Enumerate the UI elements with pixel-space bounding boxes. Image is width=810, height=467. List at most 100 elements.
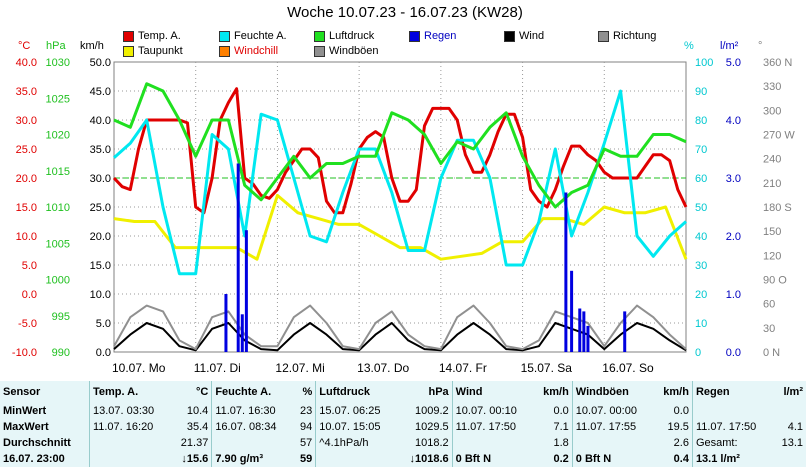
- direction-tick-label: 240: [763, 154, 781, 166]
- legend-label: Wind: [519, 30, 545, 42]
- wind-tick-label: 10.0: [90, 289, 111, 301]
- legend-label: Windchill: [234, 45, 279, 57]
- direction-tick-label: 270 W: [763, 130, 795, 142]
- rain-tick-label: 5.0: [726, 57, 741, 69]
- wind-tick-label: 25.0: [90, 202, 111, 214]
- stats-cell-info: ^4.1hPa/h: [315, 435, 398, 451]
- stats-cell-value: ↓1018.6: [409, 453, 449, 465]
- humidity-tick-label: 60: [695, 173, 707, 185]
- rain-bar: [244, 230, 248, 352]
- stats-cell-info: 11.07. 17:55: [571, 419, 654, 435]
- temp-tick-label: 0.0: [22, 289, 37, 301]
- legend-swatch: [219, 45, 230, 57]
- stats-cell-info: 7.90 g/m³: [211, 451, 294, 467]
- weather-chart: 40.0 35.0 30.0 25.0 20.0 15.0 10.0 5.0 0.0 -5.0 -1…: [12, 57, 795, 375]
- humidity-tick-label: 70: [695, 144, 707, 156]
- pressure-tick-label: 1000: [46, 275, 70, 287]
- axis-unit-temp: °C: [18, 40, 31, 52]
- humidity-tick-label: 30: [695, 260, 707, 272]
- series-line-luftdruck: [113, 82, 687, 209]
- humidity-tick-label: 90: [695, 86, 707, 98]
- wind-tick-label: 35.0: [90, 144, 111, 156]
- direction-tick-label: 180 S: [763, 202, 792, 214]
- pressure-tick-label: 1010: [46, 202, 70, 214]
- direction-tick-label: 90 O: [763, 275, 787, 287]
- legend-label: Feuchte A.: [234, 30, 287, 42]
- pressure-tick-label: 1025: [46, 93, 70, 105]
- rain-bar: [582, 311, 586, 352]
- x-tick-label: 16.07. So: [602, 361, 654, 375]
- rain-bar: [564, 192, 568, 352]
- stats-cell-value: 0.0: [553, 405, 569, 417]
- axis-unit-wind: km/h: [80, 40, 104, 52]
- stats-cell-info: 16.07. 08:34: [211, 419, 294, 435]
- stats-header-rain-unit: l/m²: [783, 386, 803, 398]
- x-tick-label: 11.07. Di: [194, 361, 241, 375]
- humidity-tick-label: 40: [695, 231, 707, 243]
- stats-cell-info: 0 Bft N: [451, 451, 534, 467]
- stats-cell-info: 10.07. 00:10: [451, 403, 534, 419]
- stats-header-row: Sensor Temp. A. °C Feuchte A. % Luftdruc…: [0, 381, 806, 403]
- stats-cell-info: 10.07. 00:00: [571, 403, 654, 419]
- legend-label: Luftdruck: [329, 30, 375, 42]
- stats-cell-value: ↓15.6: [181, 453, 209, 465]
- series-line-wind: [113, 322, 687, 352]
- stats-cell-info: [571, 435, 654, 451]
- stats-header-gust-unit: km/h: [663, 386, 689, 398]
- axis-unit-rain: l/m²: [720, 40, 739, 52]
- stats-cell-info: 13.07. 03:30: [88, 403, 171, 419]
- temp-tick-label: -10.0: [12, 347, 37, 359]
- temp-tick-label: 20.0: [16, 173, 37, 185]
- stats-header-humidity-unit: %: [302, 386, 313, 398]
- legend-swatch: [598, 30, 609, 42]
- x-tick-label: 14.07. Fr: [439, 361, 487, 375]
- stats-header-rain: Regen: [691, 381, 773, 403]
- stats-cell-info: 15.07. 06:25: [315, 403, 398, 419]
- wind-tick-label: 5.0: [96, 318, 111, 330]
- direction-tick-label: 150: [763, 226, 781, 238]
- legend-label: Temp. A.: [138, 30, 181, 42]
- legend-item: Temp. A.: [123, 30, 181, 42]
- stats-header-temp-unit: °C: [195, 386, 209, 398]
- legend-swatch: [314, 45, 325, 57]
- legend-label: Richtung: [613, 30, 657, 42]
- rain-bar: [236, 163, 240, 352]
- wind-tick-label: 0.0: [96, 347, 111, 359]
- legend-item: Windböen: [314, 45, 379, 57]
- stats-cell-value: 4.1: [787, 421, 803, 433]
- x-tick-label: 12.07. Mi: [275, 361, 324, 375]
- rain-bar: [578, 308, 582, 352]
- direction-tick-label: 210: [763, 178, 781, 190]
- stats-cell-info: [211, 435, 294, 451]
- axis-unit-pressure: hPa: [46, 40, 66, 52]
- stats-row-label: 16.07. 23:00: [3, 453, 65, 465]
- legend-item: Luftdruck: [314, 30, 374, 42]
- legend-item: Regen: [409, 30, 456, 42]
- rain-bar: [623, 311, 627, 352]
- stats-row-label: Durchschnitt: [3, 437, 71, 449]
- stats-cell-value: 0.0: [673, 405, 689, 417]
- stats-row-label: MaxWert: [3, 421, 49, 433]
- stats-cell-info: 11.07. 17:50: [451, 419, 534, 435]
- rain-bar: [586, 325, 590, 352]
- stats-cell-info: 13.1 l/m²: [691, 451, 773, 467]
- legend-item: Feuchte A.: [219, 30, 287, 42]
- direction-tick-label: 360 N: [763, 57, 792, 69]
- direction-tick-label: 330: [763, 81, 781, 93]
- direction-tick-label: 0 N: [763, 347, 780, 359]
- legend-item: Wind: [504, 30, 544, 42]
- pressure-tick-label: 995: [52, 311, 70, 323]
- stats-cell-info: Gesamt:: [691, 435, 773, 451]
- axis-unit-humidity: %: [684, 40, 694, 52]
- legend-item: Richtung: [598, 30, 656, 42]
- stats-cell-info: 11.07. 16:30: [211, 403, 294, 419]
- pressure-tick-label: 1030: [46, 57, 70, 69]
- direction-tick-label: 60: [763, 299, 775, 311]
- wind-tick-label: 30.0: [90, 173, 111, 185]
- humidity-tick-label: 50: [695, 202, 707, 214]
- stats-header-sensor: Sensor: [3, 386, 41, 398]
- stats-header-wind: Wind: [451, 381, 534, 403]
- legend-label: Windböen: [329, 45, 379, 57]
- legend-swatch: [409, 30, 420, 42]
- stats-cell-info: 10.07. 15:05: [315, 419, 398, 435]
